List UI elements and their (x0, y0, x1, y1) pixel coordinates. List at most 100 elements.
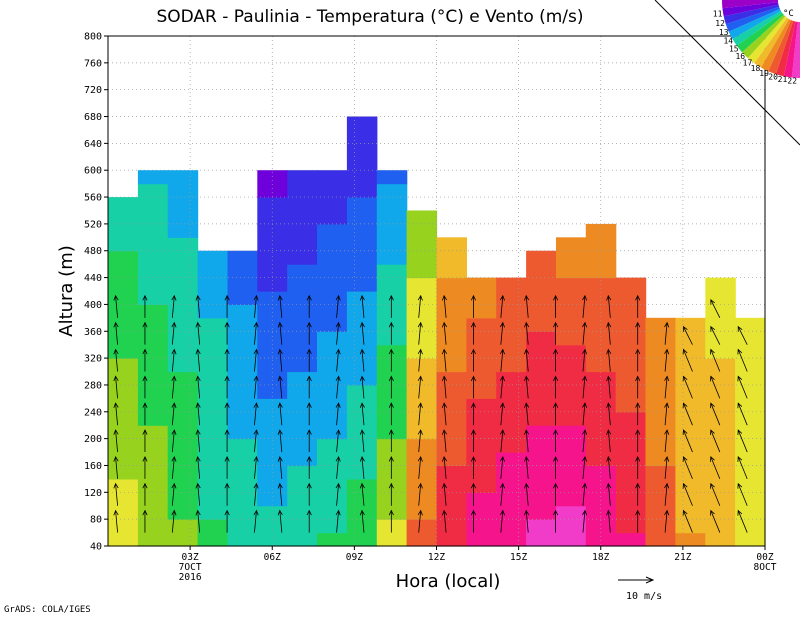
temperature-cell (257, 358, 288, 373)
temperature-cell (735, 317, 766, 332)
temperature-cell (406, 519, 438, 534)
wind-arrow (253, 455, 259, 479)
temperature-cell (675, 411, 706, 426)
wind-arrow (664, 455, 670, 479)
wind-arrow (470, 482, 476, 506)
y-axis-label: Altura (m) (56, 245, 77, 337)
temperature-cell (585, 223, 617, 238)
wind-arrow (335, 509, 341, 533)
temperature-cell (615, 277, 647, 292)
temperature-cell (615, 291, 647, 305)
temperature-cell (526, 532, 557, 547)
wind-arrow (499, 482, 505, 506)
temperature-cell (287, 317, 318, 332)
temperature-cell (556, 505, 587, 520)
temperature-cell (496, 358, 527, 373)
temperature-cell (317, 183, 348, 198)
temperature-cell (645, 358, 676, 373)
wind-arrow (113, 455, 119, 479)
wind-arrow (710, 402, 721, 426)
temperature-cell (585, 492, 617, 507)
temperature-cell (346, 237, 378, 252)
x-axis-label: Hora (local) (396, 571, 501, 592)
temperature-cell (108, 371, 139, 386)
wind-arrow (388, 402, 394, 426)
temperature-cell (615, 331, 647, 346)
wind-arrow (499, 509, 505, 533)
x-tick-label: 06Z (264, 552, 281, 563)
temperature-cell (167, 519, 199, 534)
temperature-cell (197, 505, 229, 520)
wind-arrow (553, 348, 559, 372)
wind-arrow (682, 348, 693, 372)
temperature-cell (436, 452, 467, 467)
temperature-cell (108, 465, 139, 480)
wind-arrow (635, 348, 641, 372)
temperature-cell (287, 465, 318, 480)
wind-arrow (224, 509, 230, 533)
wind-arrow (635, 482, 641, 506)
wind-arrow (682, 509, 693, 533)
wind-arrow (417, 509, 423, 533)
wind-arrow (582, 294, 588, 318)
temperature-cell (287, 331, 318, 346)
temperature-cell (496, 411, 527, 426)
temperature-cell (705, 358, 736, 373)
wind-arrow (582, 509, 588, 533)
temperature-cell (526, 304, 557, 319)
temperature-cell (675, 438, 706, 453)
temperature-cell (227, 398, 258, 413)
wind-arrow (306, 375, 312, 399)
wind-reference-arrow (618, 576, 655, 584)
wind-vectors (113, 294, 748, 533)
colorbar-swatch (761, 19, 792, 72)
temperature-cell (675, 519, 706, 534)
temperature-cell (406, 277, 438, 292)
wind-arrow (470, 348, 476, 372)
temperature-cell (526, 371, 557, 386)
x-tick-label: 12Z (428, 552, 445, 563)
temperature-cell (137, 317, 169, 332)
temperature-cell (137, 264, 169, 279)
temperature-cell (317, 478, 348, 493)
wind-arrow (524, 348, 530, 372)
temperature-cell (466, 277, 497, 292)
y-tick-label: 360 (84, 327, 102, 338)
temperature-cell (197, 277, 229, 292)
temperature-cell (376, 465, 408, 480)
colorbar-swatch (775, 20, 796, 77)
temperature-cell (705, 291, 736, 305)
temperature-cell (705, 438, 736, 453)
temperature-cell (376, 438, 408, 453)
wind-arrow (277, 294, 283, 318)
temperature-cell (317, 277, 348, 292)
temperature-cell (317, 331, 348, 346)
temperature-cell (406, 492, 438, 507)
temperature-cell (167, 371, 199, 386)
wind-arrow (195, 348, 201, 372)
wind-arrow (441, 509, 448, 533)
temperature-cell (376, 170, 408, 185)
temperature-cell (197, 304, 229, 319)
temperature-cell (137, 223, 169, 238)
temperature-cell (376, 210, 408, 225)
colorbar-swatch (721, 0, 779, 9)
temperature-cell (167, 264, 199, 279)
temperature-cell (496, 304, 527, 319)
wind-arrow (710, 456, 721, 480)
wind-arrow (524, 482, 530, 506)
temperature-cell (257, 183, 288, 198)
temperature-cell (436, 384, 467, 399)
temperature-cell (705, 344, 736, 359)
temperature-cell (137, 371, 169, 386)
wind-arrow (113, 509, 119, 533)
temperature-cell (615, 505, 647, 520)
wind-arrow (710, 509, 721, 533)
temperature-cell (496, 492, 527, 507)
temperature-cell (167, 532, 199, 547)
temperature-cell (735, 452, 766, 467)
wind-arrow (277, 482, 283, 506)
temperature-cell (496, 425, 527, 440)
temperature-cell (735, 519, 766, 534)
temperature-cell (615, 519, 647, 534)
